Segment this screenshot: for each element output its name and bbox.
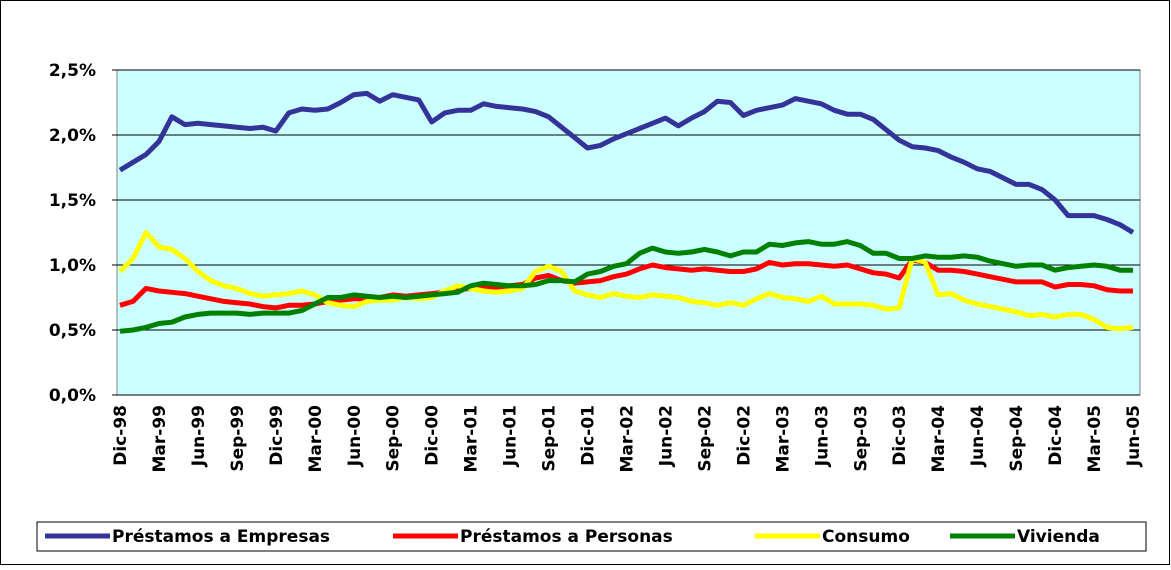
y-tick-label: 1,5% — [49, 191, 96, 211]
x-tick-label: Sep-01 — [540, 405, 560, 472]
x-tick-label: Jun-05 — [1124, 405, 1144, 467]
x-tick-label: Sep-00 — [384, 405, 404, 472]
x-tick-label: Jun-99 — [189, 405, 209, 467]
x-tick-label: Sep-99 — [228, 405, 248, 472]
x-tick-label: Dic-98 — [111, 405, 131, 466]
y-tick-label: 0,5% — [49, 321, 96, 341]
x-tick-label: Mar-99 — [150, 405, 170, 473]
x-tick-label: Mar-02 — [618, 405, 638, 473]
series-line — [119, 239, 1133, 334]
x-tick-label: Jun-00 — [345, 405, 365, 467]
x-tick-label: Mar-04 — [929, 405, 949, 473]
plot-area — [116, 69, 1141, 396]
x-tick-label: Dic-03 — [890, 405, 910, 466]
x-tick-label: Dic-01 — [579, 405, 599, 466]
x-tick-label: Jun-01 — [501, 405, 521, 467]
y-tick-label: 2,0% — [49, 126, 96, 146]
series-line — [118, 90, 1135, 235]
x-tick-label: Jun-02 — [656, 405, 676, 467]
legend-label: Préstamos a Personas — [460, 527, 673, 547]
x-tick-label: Jun-04 — [968, 405, 988, 467]
series-line — [118, 230, 1134, 332]
x-tick-label: Mar-00 — [306, 405, 326, 473]
x-tick-label: Dic-99 — [267, 405, 287, 466]
x-tick-label: Dic-04 — [1046, 405, 1066, 466]
x-tick-label: Sep-03 — [851, 405, 871, 472]
x-tick-label: Mar-05 — [1085, 405, 1105, 473]
x-tick-label: Sep-02 — [695, 405, 715, 472]
x-tick-label: Mar-01 — [462, 405, 482, 473]
legend-label: Vivienda — [1017, 527, 1100, 547]
y-tick-label: 2,5% — [49, 61, 96, 81]
x-tick-label: Dic-02 — [734, 405, 754, 466]
y-tick-label: 1,0% — [49, 256, 96, 276]
legend-label: Consumo — [822, 527, 910, 547]
y-tick-label: 0,0% — [49, 386, 96, 406]
x-tick-label: Dic-00 — [423, 405, 443, 466]
legend-label: Préstamos a Empresas — [112, 527, 330, 547]
series-line — [119, 257, 1133, 311]
x-tick-label: Jun-03 — [812, 405, 832, 467]
x-tick-label: Sep-04 — [1007, 405, 1027, 472]
x-tick-label: Mar-03 — [773, 405, 793, 473]
